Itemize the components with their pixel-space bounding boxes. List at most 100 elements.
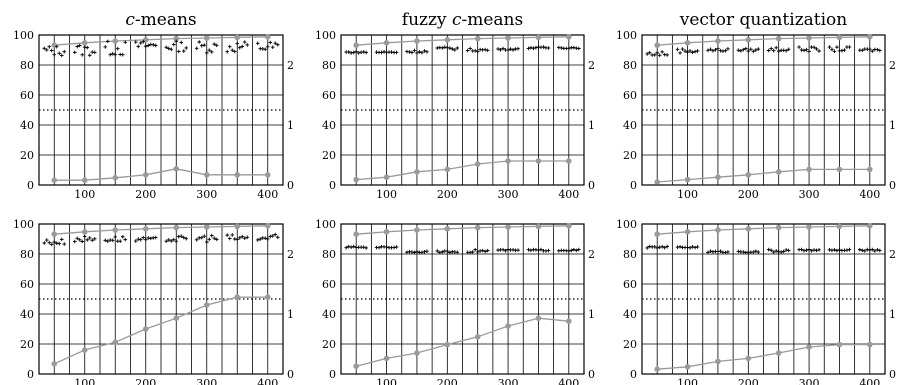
scatter-marker xyxy=(868,248,872,252)
scatter-marker xyxy=(80,239,85,244)
series-point xyxy=(654,42,660,48)
series-point xyxy=(806,224,812,230)
scatter-marker xyxy=(496,47,500,51)
scatter-marker xyxy=(473,48,477,53)
scatter-marker xyxy=(245,43,250,47)
scatter-marker xyxy=(526,247,531,252)
scatter-marker xyxy=(361,50,366,54)
series-line-1 xyxy=(657,36,870,46)
scatter-marker xyxy=(711,48,715,53)
series-point xyxy=(353,231,359,237)
scatter-marker xyxy=(440,46,445,50)
scatter-marker xyxy=(723,48,728,53)
series-point xyxy=(684,40,691,46)
scatter-marker xyxy=(695,49,700,53)
y-tick-label-left: 0 xyxy=(27,368,34,381)
y-tick-label-left: 20 xyxy=(623,149,637,162)
series-point xyxy=(81,40,88,46)
scatter-marker xyxy=(255,238,260,242)
x-tick-label: 100 xyxy=(74,188,95,201)
series-point xyxy=(806,344,812,350)
scatter-marker xyxy=(736,249,741,254)
scatter-marker xyxy=(485,248,490,253)
scatter-marker xyxy=(655,246,659,250)
series-point xyxy=(867,166,873,173)
scatter-marker xyxy=(645,52,649,56)
y-tick-label-left: 80 xyxy=(623,59,637,72)
scatter-marker xyxy=(202,234,207,238)
scatter-marker xyxy=(105,239,110,244)
scatter-marker xyxy=(194,238,199,242)
y-tick-label-left: 40 xyxy=(623,308,637,321)
series-point xyxy=(715,38,721,44)
series-point xyxy=(867,223,873,229)
scatter-marker xyxy=(110,52,115,56)
scatter-marker xyxy=(812,45,816,50)
scatter-marker xyxy=(407,50,412,54)
scatter-marker xyxy=(835,45,839,49)
scatter-marker xyxy=(655,51,659,55)
scatter-marker xyxy=(166,238,171,242)
chart-panel-5: 0 20 40 60 80 100 0 1 2 100 200 300 400 xyxy=(315,218,595,385)
chart-panel-3: 0 20 40 60 80 100 0 1 2 100 200 300 400 vector quanti… xyxy=(616,10,896,201)
scatter-marker xyxy=(377,245,381,250)
series-point xyxy=(353,363,359,370)
scatter-marker xyxy=(143,237,148,242)
scatter-marker xyxy=(708,47,713,52)
scatter-marker xyxy=(169,239,174,243)
series-point xyxy=(867,34,873,40)
scatter-marker xyxy=(878,248,882,253)
scatter-marker xyxy=(875,47,880,52)
y-tick-label-left: 80 xyxy=(322,59,336,72)
scatter-marker xyxy=(153,43,158,48)
series-point xyxy=(203,172,210,178)
y-tick-label-left: 40 xyxy=(20,308,34,321)
scatter-marker xyxy=(875,248,880,252)
x-tick-label: 300 xyxy=(799,188,820,201)
y-tick-label-left: 80 xyxy=(20,248,34,261)
scatter-marker xyxy=(516,46,520,51)
scatter-marker xyxy=(754,249,758,254)
y-tick-label-left: 80 xyxy=(20,59,34,72)
series-point xyxy=(836,34,843,41)
scatter-marker xyxy=(706,48,710,53)
series-point xyxy=(474,334,481,340)
scatter-marker xyxy=(176,49,181,54)
scatter-marker xyxy=(804,47,809,52)
series-point xyxy=(353,176,359,183)
scatter-marker xyxy=(75,44,80,49)
scatter-marker xyxy=(184,46,189,50)
scatter-marker xyxy=(275,235,280,240)
scatter-marker xyxy=(197,40,202,44)
scatter-marker xyxy=(199,43,204,48)
scatter-marker xyxy=(774,249,778,253)
scatter-marker xyxy=(361,245,366,249)
scatter-marker xyxy=(645,246,649,250)
scatter-marker xyxy=(113,235,118,239)
series-point xyxy=(142,226,149,232)
scatter-marker xyxy=(242,40,247,44)
scatter-marker xyxy=(741,47,746,52)
scatter-marker xyxy=(827,45,832,49)
series-point xyxy=(112,227,119,233)
scatter-marker xyxy=(534,45,538,50)
scatter-marker xyxy=(425,249,429,253)
scatter-marker xyxy=(736,48,741,52)
scatter-marker xyxy=(557,249,561,253)
x-tick-label: 400 xyxy=(558,377,579,385)
y-tick-label-left: 0 xyxy=(329,179,336,192)
scatter-marker xyxy=(817,49,821,53)
series-line-1 xyxy=(54,225,268,235)
scatter-marker xyxy=(85,45,90,50)
y-tick-label-left: 80 xyxy=(623,248,637,261)
scatter-marker xyxy=(847,45,852,49)
scatter-marker xyxy=(832,248,837,252)
scatter-marker xyxy=(771,48,776,53)
scatter-marker xyxy=(440,250,445,254)
scatter-marker xyxy=(136,44,141,49)
scatter-marker xyxy=(870,247,875,252)
scatter-marker xyxy=(232,49,237,54)
series-point xyxy=(775,35,782,42)
scatter-marker xyxy=(255,41,260,46)
